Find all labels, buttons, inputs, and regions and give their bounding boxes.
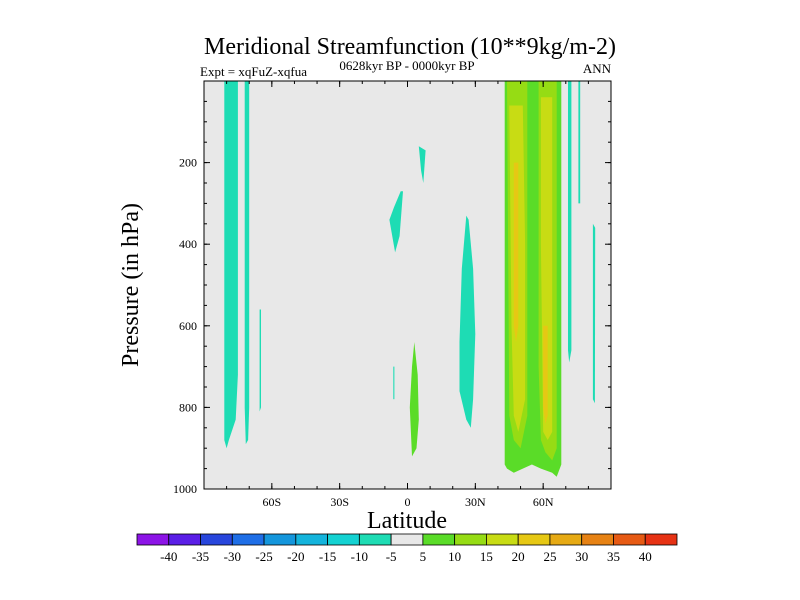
colorbar-swatch: [200, 533, 233, 546]
experiment-label: Expt = xqFuZ-xqfua: [200, 64, 307, 79]
chart-title: Meridional Streamfunction (10**9kg/m-2): [204, 34, 616, 60]
season-label: ANN: [583, 61, 612, 76]
x-tick-label: 30N: [465, 495, 486, 509]
contour-pos-patch-eq-low: [409, 342, 419, 457]
colorbar-label: 35: [607, 549, 620, 564]
y-axis-label: Pressure (in hPa): [118, 203, 144, 367]
contour-neg-sliver-6S: [393, 366, 395, 400]
colorbar-label: -30: [224, 549, 241, 564]
contour-neg-patch-5N: [418, 146, 426, 183]
colorbar-label: -10: [351, 549, 368, 564]
contour-neg-band-80S: [224, 81, 238, 449]
x-axis: 60S 30S 0 30N 60N: [203, 81, 612, 509]
colorbar-swatch: [486, 533, 519, 546]
y-axis: 200 400 600 800 1000: [173, 80, 611, 496]
colorbar-swatch: [295, 533, 328, 546]
colorbar-swatch: [517, 533, 551, 546]
y-tick-label: 400: [179, 237, 197, 251]
contour-neg-sliver-66S: [259, 309, 261, 412]
colorbar-swatch: [136, 533, 170, 546]
colorbar-label: 15: [480, 549, 493, 564]
colorbar-swatch: [613, 533, 646, 546]
colorbar-label: 10: [448, 549, 461, 564]
x-tick-label: 30S: [330, 495, 349, 509]
y-tick-label: 200: [179, 156, 197, 170]
y-tick-label: 1000: [173, 482, 197, 496]
contour-neg-sliver-76N: [578, 81, 581, 204]
colorbar-label: 30: [575, 549, 588, 564]
colorbar-label: -15: [319, 549, 336, 564]
plot-area: 60S 30S 0 30N 60N 200 400 600 800 1000: [173, 80, 612, 509]
contour-pos-peak-60N: [543, 325, 548, 424]
x-tick-label: 60S: [262, 495, 281, 509]
colorbar: -40 -35 -30 -25 -20 -15 -10 -5 5 10 15 20 25 30 35 40: [136, 533, 678, 564]
contour-neg-sliver-83N: [592, 223, 596, 404]
colorbar-swatch: [390, 533, 424, 546]
colorbar-label: -5: [386, 549, 397, 564]
colorbar-label: -35: [192, 549, 209, 564]
y-tick-label: 600: [179, 319, 197, 333]
x-axis-label: Latitude: [367, 508, 447, 534]
colorbar-swatch: [454, 533, 487, 546]
x-tick-label: 0: [405, 495, 411, 509]
colorbar-swatch: [327, 533, 360, 546]
x-tick-label: 60N: [533, 495, 554, 509]
colorbar-label: 5: [420, 549, 427, 564]
colorbar-label: -20: [287, 549, 304, 564]
colorbar-swatch: [231, 533, 265, 546]
colorbar-label: 20: [512, 549, 525, 564]
colorbar-swatch: [168, 533, 201, 546]
colorbar-swatch: [422, 533, 456, 546]
period-label: 0628kyr BP - 0000kyr BP: [339, 58, 474, 73]
colorbar-swatch: [644, 533, 678, 546]
contour-regions: [224, 81, 596, 477]
colorbar-label: 40: [639, 549, 652, 564]
colorbar-swatch: [358, 533, 392, 546]
contour-neg-band-25N: [459, 215, 476, 428]
contour-pos-sliver-50N: [513, 162, 519, 343]
colorbar-swatch: [263, 533, 297, 546]
contour-neg-band-70S: [244, 81, 250, 445]
contour-neg-sliver-72N: [568, 81, 572, 363]
colorbar-swatch: [549, 533, 583, 546]
colorbar-label: -25: [255, 549, 272, 564]
contour-neg-patch-eq-upper: [389, 191, 403, 253]
colorbar-label: 25: [543, 549, 556, 564]
colorbar-label: -40: [160, 549, 177, 564]
colorbar-swatch: [581, 533, 614, 546]
y-tick-label: 800: [179, 400, 197, 414]
